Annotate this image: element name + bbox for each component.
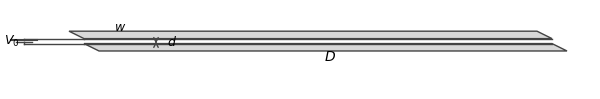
Text: $D$: $D$ [324, 50, 336, 64]
Polygon shape [84, 44, 567, 51]
Polygon shape [69, 31, 552, 39]
Text: $w$: $w$ [114, 21, 126, 34]
Text: $V_0$: $V_0$ [4, 34, 20, 49]
Text: $d$: $d$ [167, 35, 177, 49]
